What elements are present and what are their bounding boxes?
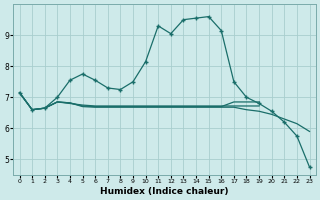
X-axis label: Humidex (Indice chaleur): Humidex (Indice chaleur)	[100, 187, 229, 196]
